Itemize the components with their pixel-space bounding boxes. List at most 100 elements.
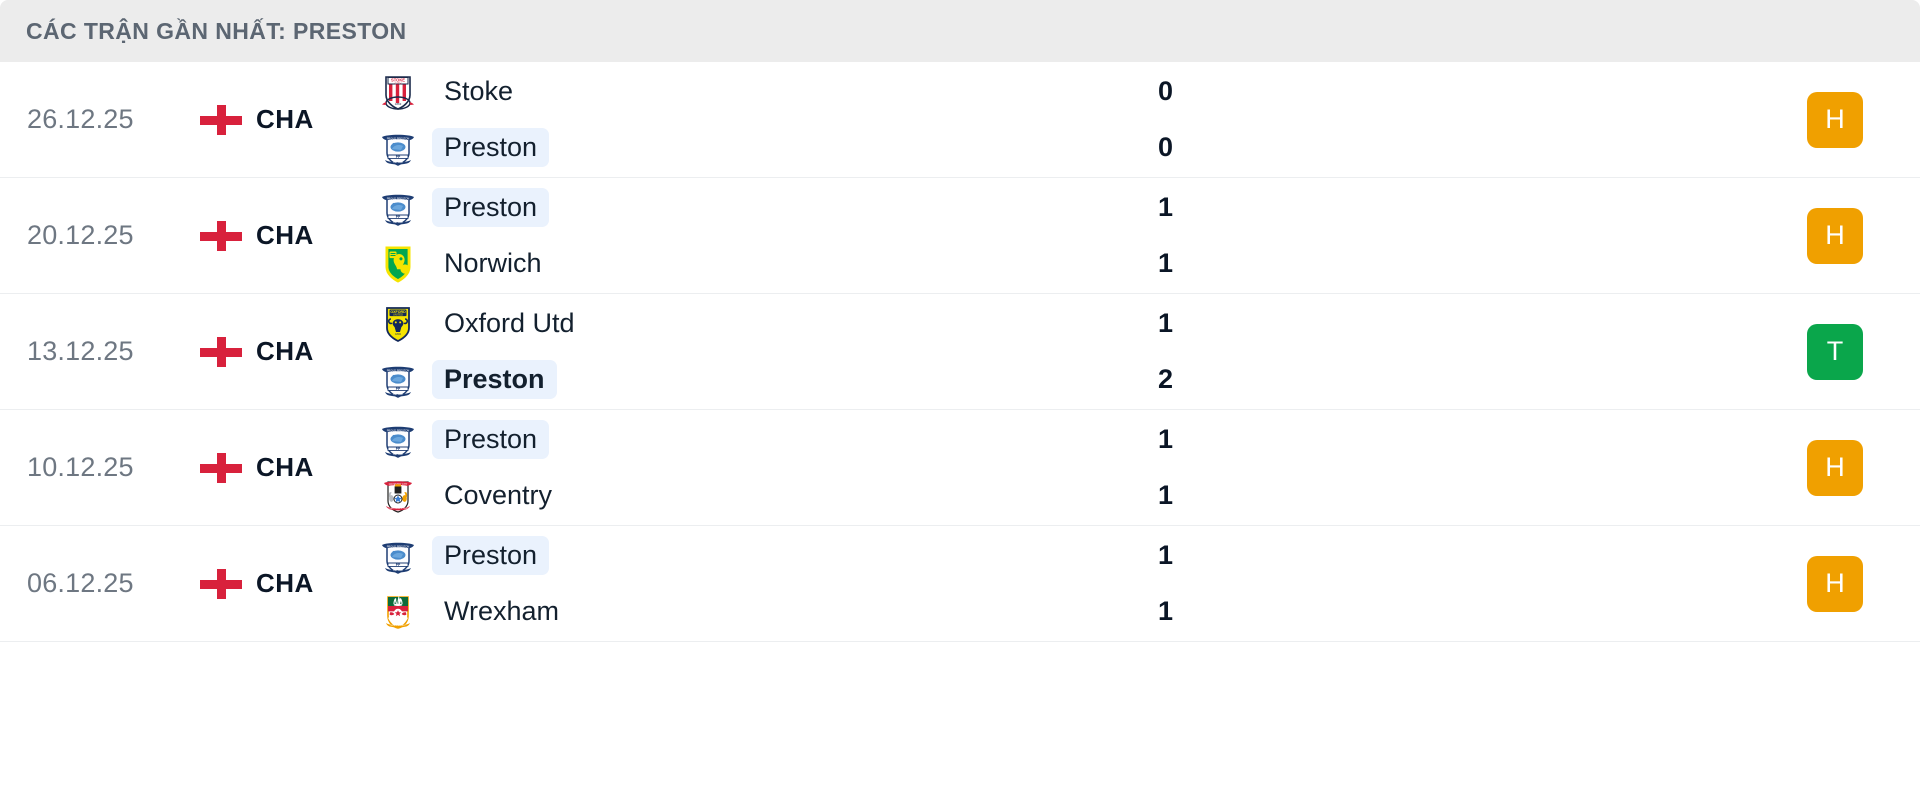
match-date: 10.12.25 xyxy=(27,452,134,482)
svg-text:CITY: CITY xyxy=(394,81,401,85)
team-line-home: OXFORD UNITED 1893 Oxford Utd xyxy=(378,303,1120,345)
team-line-home: PROUD PRESTON PP EST 1880 Preston xyxy=(378,187,1120,229)
svg-text:STOKE: STOKE xyxy=(391,77,405,82)
england-flag-icon xyxy=(200,568,242,599)
score-home: 1 xyxy=(1158,308,1174,338)
team-line-away: PROUD PRESTON PP EST 1880 Preston xyxy=(378,359,1120,401)
svg-text:PP: PP xyxy=(396,155,401,159)
competition-code: CHA xyxy=(256,220,314,250)
competition-cell: CHA xyxy=(200,220,360,251)
england-flag-icon xyxy=(200,220,242,251)
svg-text:EST 1880: EST 1880 xyxy=(393,570,403,572)
svg-text:EST 1880: EST 1880 xyxy=(393,222,403,224)
team-name-away[interactable]: Preston xyxy=(432,128,550,167)
score-away: 1 xyxy=(1158,248,1174,278)
stoke-crest-icon: STOKE CITY 1863 xyxy=(378,72,418,112)
status-badge[interactable]: H xyxy=(1807,555,1863,612)
preston-crest-icon: PROUD PRESTON PP EST 1880 xyxy=(378,188,418,228)
team-line-home: PROUD PRESTON PP EST 1880 Preston xyxy=(378,419,1120,461)
teams-cell: PROUD PRESTON PP EST 1880 Preston Norwich xyxy=(360,187,1120,285)
status-badge[interactable]: H xyxy=(1807,91,1863,148)
status-badge[interactable]: H xyxy=(1807,207,1863,264)
team-line-home: STOKE CITY 1863 Stoke xyxy=(378,71,1120,113)
team-name-home[interactable]: Preston xyxy=(432,536,550,575)
score-home: 1 xyxy=(1158,540,1174,570)
result-cell: H xyxy=(1540,207,1920,264)
table-row[interactable]: 06.12.25 CHA PROUD PRESTON PP EST 1880 Presto… xyxy=(0,526,1920,642)
svg-text:PROUD PRESTON: PROUD PRESTON xyxy=(387,428,410,432)
team-name-away[interactable]: Preston xyxy=(432,360,557,399)
england-flag-icon xyxy=(200,104,242,135)
panel-header: CÁC TRẬN GẦN NHẤT: PRESTON xyxy=(0,0,1920,62)
competition-cell: CHA xyxy=(200,452,360,483)
team-name-home[interactable]: Oxford Utd xyxy=(444,308,575,338)
team-name-home[interactable]: Preston xyxy=(432,188,550,227)
competition-cell: CHA xyxy=(200,336,360,367)
england-flag-icon xyxy=(200,452,242,483)
wrexham-crest-icon: WREXHAM AFC xyxy=(378,592,418,632)
svg-text:PP: PP xyxy=(396,563,401,567)
england-flag-icon xyxy=(200,336,242,367)
table-row[interactable]: 13.12.25 CHA OXFORD UNITED 1893 Oxford Utd PRO… xyxy=(0,294,1920,410)
score-home: 1 xyxy=(1158,192,1174,222)
match-date: 13.12.25 xyxy=(27,336,134,366)
preston-crest-icon: PROUD PRESTON PP EST 1880 xyxy=(378,536,418,576)
result-cell: H xyxy=(1540,555,1920,612)
svg-text:PROUD PRESTON: PROUD PRESTON xyxy=(387,136,410,140)
svg-text:1863: 1863 xyxy=(395,102,402,106)
svg-text:PROUD PRESTON: PROUD PRESTON xyxy=(387,196,410,200)
table-row[interactable]: 20.12.25 CHA PROUD PRESTON PP EST 1880 Presto… xyxy=(0,178,1920,294)
svg-text:EST 1880: EST 1880 xyxy=(393,454,403,456)
svg-text:EST 1880: EST 1880 xyxy=(393,162,403,164)
match-date: 26.12.25 xyxy=(27,104,134,134)
team-name-home[interactable]: Preston xyxy=(432,420,550,459)
svg-text:PRO DEO REGE ET PATRIA: PRO DEO REGE ET PATRIA xyxy=(384,507,412,510)
teams-cell: PROUD PRESTON PP EST 1880 Preston COVENTRY C… xyxy=(360,419,1120,517)
table-row[interactable]: 26.12.25 CHA STOKE CITY 1863 Stoke PROUD PREST… xyxy=(0,62,1920,178)
svg-text:1893: 1893 xyxy=(395,332,401,336)
svg-text:PROUD PRESTON: PROUD PRESTON xyxy=(387,368,410,372)
competition-code: CHA xyxy=(256,336,314,366)
competition-code: CHA xyxy=(256,568,314,598)
competition-cell: CHA xyxy=(200,104,360,135)
team-name-home[interactable]: Stoke xyxy=(444,76,514,106)
oxford-crest-icon: OXFORD UNITED 1893 xyxy=(378,304,418,344)
status-badge[interactable]: T xyxy=(1807,323,1863,380)
svg-text:PP: PP xyxy=(396,447,401,451)
preston-crest-icon: PROUD PRESTON PP EST 1880 xyxy=(378,360,418,400)
score-away: 1 xyxy=(1158,596,1174,626)
competition-cell: CHA xyxy=(200,568,360,599)
match-date: 06.12.25 xyxy=(27,568,134,598)
svg-text:EST 1880: EST 1880 xyxy=(393,394,403,396)
teams-cell: PROUD PRESTON PP EST 1880 Preston WREXHAM AF… xyxy=(360,535,1120,633)
svg-text:OXFORD: OXFORD xyxy=(390,310,406,314)
status-badge[interactable]: H xyxy=(1807,439,1863,496)
competition-code: CHA xyxy=(256,104,314,134)
table-row[interactable]: 10.12.25 CHA PROUD PRESTON PP EST 1880 Presto… xyxy=(0,410,1920,526)
match-list: 26.12.25 CHA STOKE CITY 1863 Stoke PROUD PREST… xyxy=(0,62,1920,642)
recent-matches-panel: CÁC TRẬN GẦN NHẤT: PRESTON 26.12.25 CHA ST… xyxy=(0,0,1920,642)
teams-cell: OXFORD UNITED 1893 Oxford Utd PROUD PRESTON P… xyxy=(360,303,1120,401)
team-name-away[interactable]: Norwich xyxy=(444,248,542,278)
team-name-away[interactable]: Coventry xyxy=(444,480,553,510)
team-line-home: PROUD PRESTON PP EST 1880 Preston xyxy=(378,535,1120,577)
coventry-crest-icon: COVENTRY CITY PRO DEO REGE ET PATRIA xyxy=(378,476,418,516)
score-away: 1 xyxy=(1158,480,1174,510)
svg-text:UNITED: UNITED xyxy=(393,312,403,316)
team-name-away[interactable]: Wrexham xyxy=(444,596,560,626)
result-cell: H xyxy=(1540,439,1920,496)
score-home: 0 xyxy=(1158,76,1174,106)
svg-text:WREXHAM AFC: WREXHAM AFC xyxy=(391,624,406,627)
preston-crest-icon: PROUD PRESTON PP EST 1880 xyxy=(378,128,418,168)
competition-code: CHA xyxy=(256,452,314,482)
teams-cell: STOKE CITY 1863 Stoke PROUD PRESTON PP EST 188… xyxy=(360,71,1120,169)
page-title: CÁC TRẬN GẦN NHẤT: PRESTON xyxy=(26,17,407,44)
team-line-away: Norwich xyxy=(378,243,1120,285)
norwich-crest-icon xyxy=(378,244,418,284)
match-date: 20.12.25 xyxy=(27,220,134,250)
